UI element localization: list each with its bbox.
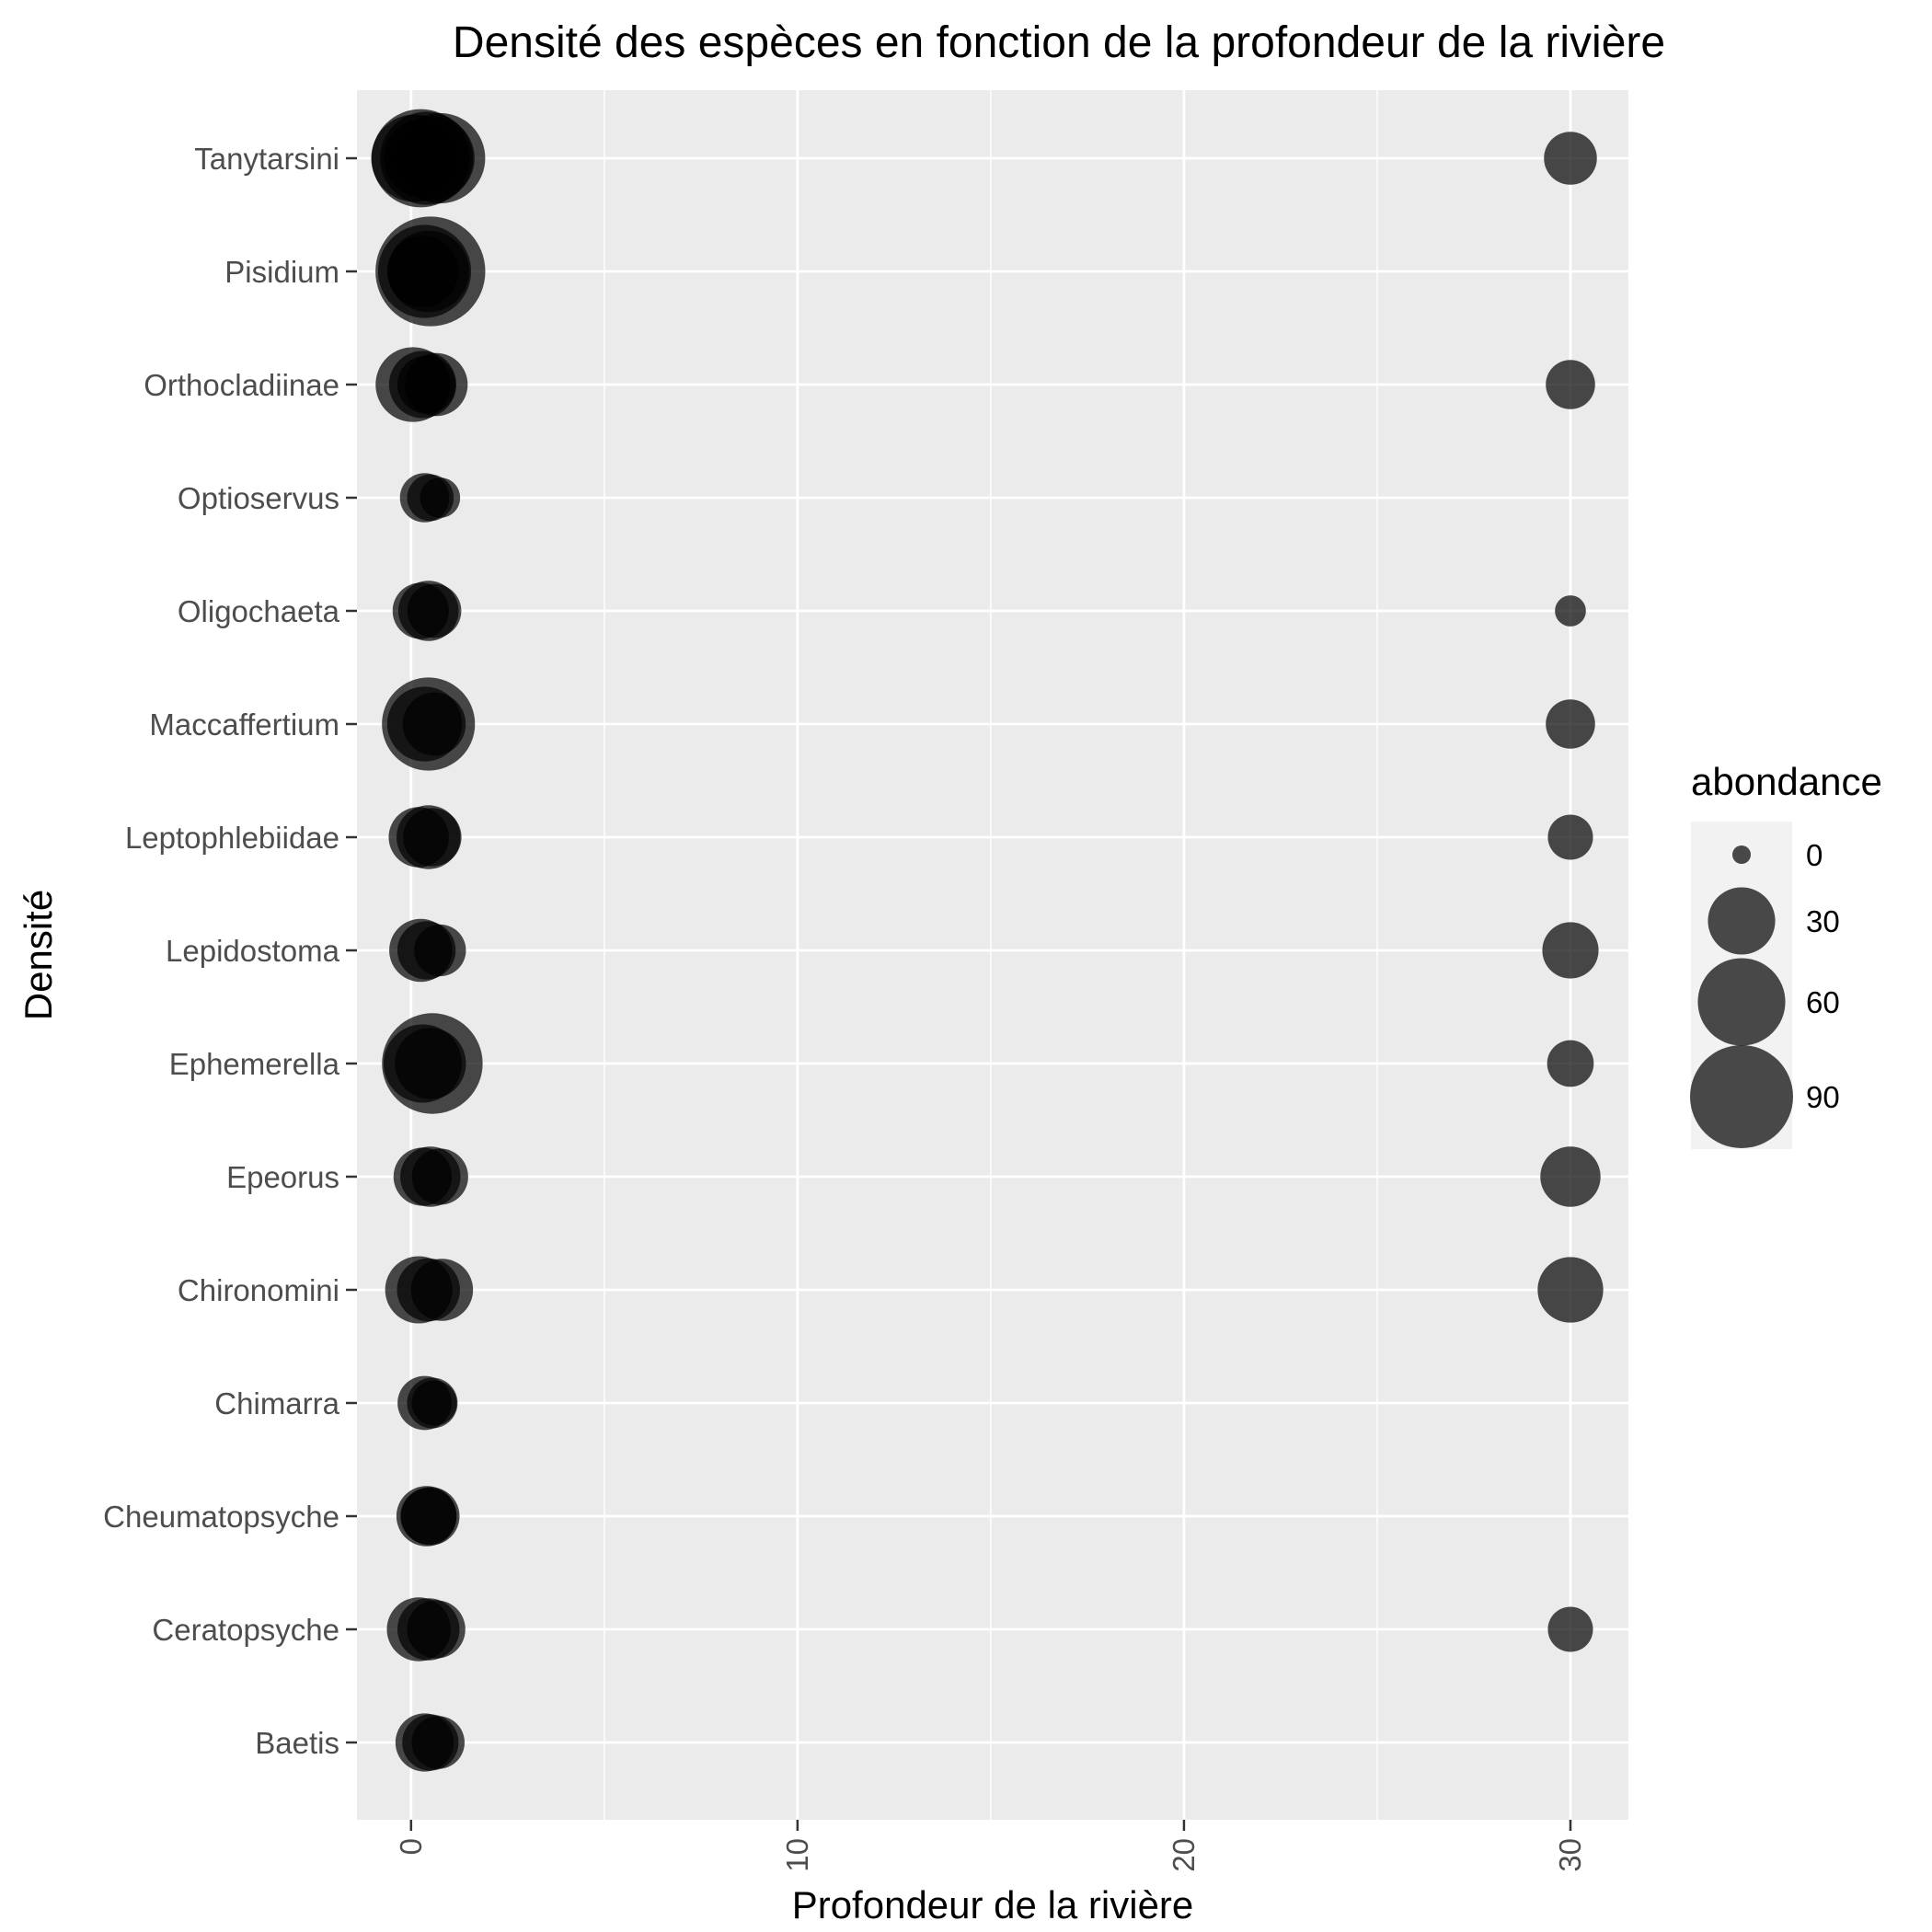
legend-key-label: 30 bbox=[1806, 904, 1840, 938]
y-tick-label: Oligochaeta bbox=[178, 594, 340, 628]
data-point bbox=[1547, 814, 1593, 860]
legend-key-circle bbox=[1708, 887, 1776, 955]
y-tick-label: Chironomini bbox=[178, 1273, 339, 1307]
data-point bbox=[1555, 595, 1586, 627]
data-point bbox=[395, 1028, 466, 1099]
data-point bbox=[410, 1259, 474, 1321]
grid-lines bbox=[357, 90, 1628, 1820]
data-point bbox=[1544, 132, 1597, 185]
y-tick-label: Ceratopsyche bbox=[152, 1613, 339, 1647]
data-point bbox=[383, 119, 462, 198]
x-axis-title: Profondeur de la rivière bbox=[792, 1883, 1194, 1926]
data-point bbox=[1546, 699, 1595, 749]
plot-panel bbox=[357, 90, 1628, 1820]
data-point bbox=[1546, 360, 1595, 409]
legend-key-label: 60 bbox=[1806, 985, 1840, 1019]
y-tick-label: Ephemerella bbox=[169, 1047, 340, 1081]
y-tick-label: Optioservus bbox=[178, 481, 339, 515]
data-point bbox=[1537, 1257, 1604, 1323]
x-tick-label: 10 bbox=[780, 1838, 814, 1872]
y-tick-label: Maccaffertium bbox=[149, 707, 339, 742]
y-tick-label: Orthocladiinae bbox=[144, 368, 339, 402]
data-point bbox=[420, 477, 461, 518]
y-tick-label: Baetis bbox=[255, 1726, 339, 1760]
x-tick-label: 20 bbox=[1167, 1838, 1201, 1872]
legend-key-label: 90 bbox=[1806, 1080, 1840, 1114]
chart-title: Densité des espèces en fonction de la pr… bbox=[453, 18, 1665, 67]
y-axis: Tanytarsini Pisidium Orthocladiinae Optiose… bbox=[103, 142, 357, 1760]
legend-title: abondance bbox=[1691, 760, 1882, 803]
data-point bbox=[411, 1148, 468, 1205]
data-point bbox=[407, 583, 462, 638]
y-axis-title: Densité bbox=[17, 890, 60, 1020]
size-legend: abondance 0 30 60 90 bbox=[1690, 760, 1882, 1149]
legend-key-label: 0 bbox=[1806, 838, 1823, 872]
y-tick-label: Chimarra bbox=[214, 1386, 339, 1420]
y-tick-label: Pisidium bbox=[224, 255, 339, 289]
legend-key-circle bbox=[1690, 1045, 1793, 1148]
data-points bbox=[371, 109, 1604, 1772]
data-point bbox=[1542, 922, 1599, 979]
y-tick-label: Leptophlebiidae bbox=[125, 821, 339, 855]
x-tick-label: 0 bbox=[394, 1838, 428, 1855]
data-point bbox=[397, 355, 456, 414]
y-tick-label: Cheumatopsyche bbox=[103, 1500, 339, 1534]
data-point bbox=[407, 1600, 466, 1659]
data-point bbox=[1547, 1606, 1593, 1652]
x-axis: 0 10 20 30 bbox=[394, 1820, 1587, 1872]
data-point bbox=[411, 1380, 457, 1426]
data-point bbox=[411, 1716, 465, 1769]
data-point bbox=[414, 924, 466, 977]
data-point bbox=[403, 808, 462, 867]
data-point bbox=[400, 1488, 457, 1545]
y-tick-label: Epeorus bbox=[226, 1160, 339, 1194]
legend-key-circle bbox=[1732, 845, 1751, 864]
data-point bbox=[402, 692, 466, 756]
y-tick-label: Tanytarsini bbox=[194, 142, 339, 176]
legend-key-circle bbox=[1697, 958, 1786, 1046]
x-tick-label: 30 bbox=[1553, 1838, 1587, 1872]
data-point bbox=[386, 236, 459, 307]
data-point bbox=[1547, 1040, 1594, 1087]
data-point bbox=[1540, 1146, 1601, 1207]
legend-items: 0 30 60 90 bbox=[1690, 838, 1840, 1148]
y-tick-label: Lepidostoma bbox=[166, 934, 340, 968]
